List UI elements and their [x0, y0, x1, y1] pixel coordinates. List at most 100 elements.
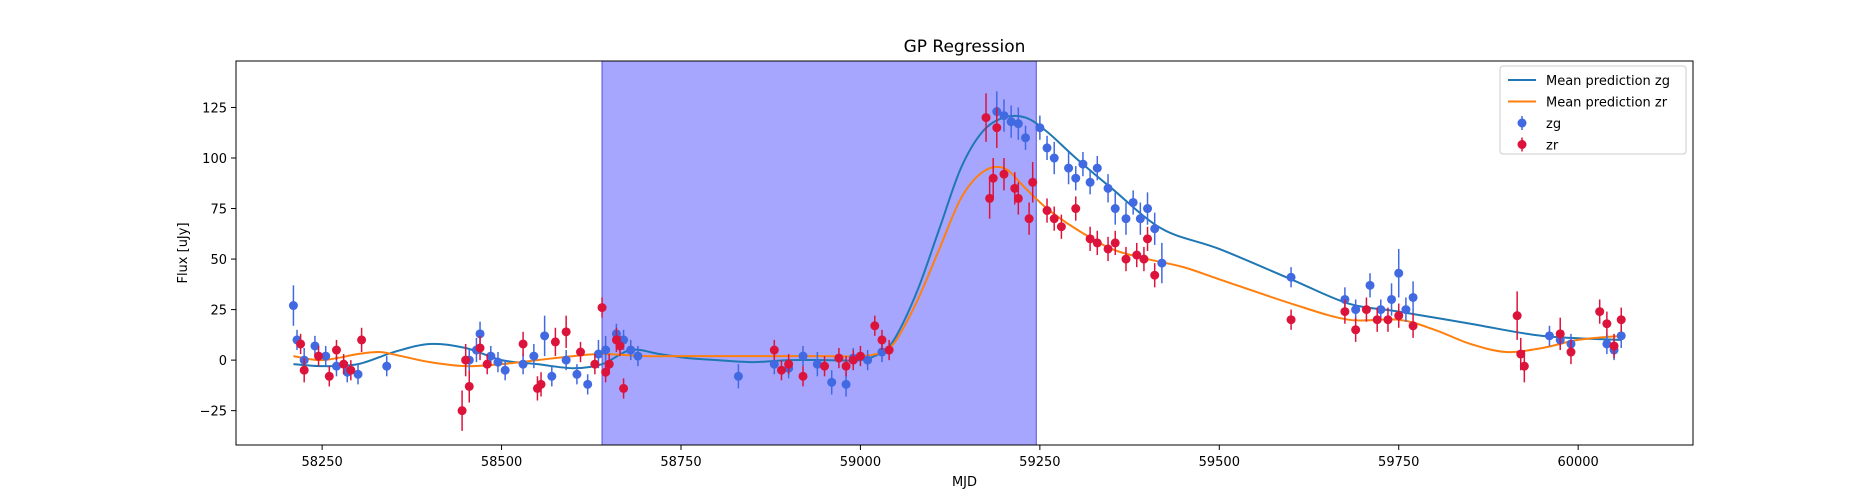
data-point-zr: [877, 335, 887, 345]
data-point-zr: [820, 361, 830, 371]
data-point-zr: [1408, 321, 1418, 331]
data-point-zg: [593, 349, 603, 359]
data-point-zg: [1150, 224, 1160, 234]
y-tick-label: 0: [219, 354, 227, 369]
data-point-zg: [529, 351, 539, 361]
data-point-zr: [870, 321, 880, 331]
data-point-zg: [486, 351, 496, 361]
data-point-zg: [798, 351, 808, 361]
data-point-zg: [540, 331, 550, 341]
data-point-zr: [1286, 315, 1296, 325]
data-point-zg: [601, 345, 611, 355]
data-point-zg: [310, 341, 320, 351]
x-tick-label: 59750: [1378, 455, 1419, 470]
data-point-zg: [1078, 159, 1088, 169]
data-point-zr: [848, 355, 858, 365]
data-point-zr: [1071, 204, 1081, 214]
y-tick-label: 125: [202, 101, 227, 116]
axes: 58250 58500 58750 59000 59250 59500 59750 60000…: [200, 60, 1694, 470]
data-point-zr: [1013, 193, 1023, 203]
x-tick-label: 58250: [301, 455, 342, 470]
data-point-zr: [1103, 244, 1113, 254]
data-point-zr: [601, 367, 611, 377]
legend-box: [1499, 65, 1687, 155]
plot-content: [288, 61, 1626, 445]
data-point-zr: [1139, 254, 1149, 264]
data-point-zg: [1071, 173, 1081, 183]
data-point-zg: [1408, 292, 1418, 302]
data-point-zg: [1143, 204, 1153, 214]
data-point-zr: [798, 371, 808, 381]
data-point-zr: [981, 113, 991, 123]
data-point-zr: [296, 339, 306, 349]
data-point-zg: [493, 357, 503, 367]
y-tick-label: 100: [202, 152, 227, 167]
data-point-zr: [1042, 206, 1052, 216]
data-point-zr: [324, 371, 334, 381]
data-point-zr: [1351, 325, 1361, 335]
data-point-zr: [619, 383, 629, 393]
data-point-zr: [776, 365, 786, 375]
data-point-zg: [1035, 123, 1045, 133]
data-point-zg: [626, 345, 636, 355]
data-point-zr: [1566, 347, 1576, 357]
data-point-zr: [615, 341, 625, 351]
y-tick-label: 75: [210, 203, 227, 218]
data-point-zg: [1042, 143, 1052, 153]
data-point-zr: [1132, 250, 1142, 260]
data-point-zr: [1085, 234, 1095, 244]
data-point-zg: [733, 371, 743, 381]
data-point-zr: [457, 406, 467, 416]
data-point-zg: [827, 377, 837, 387]
data-point-zr: [1595, 307, 1605, 317]
data-point-zr: [784, 359, 794, 369]
data-point-zr: [769, 345, 779, 355]
data-point-zg: [1394, 268, 1404, 278]
data-point-zr: [357, 335, 367, 345]
data-point-zg: [518, 359, 528, 369]
data-point-zg: [1351, 305, 1361, 315]
legend: Mean prediction zg Mean prediction zr zg zr: [1499, 65, 1687, 155]
highlighted-region: [601, 61, 1037, 445]
data-point-zg: [1157, 258, 1167, 268]
data-point-zg: [1365, 280, 1375, 290]
data-point-zg: [288, 301, 298, 311]
data-point-zr: [1361, 305, 1371, 315]
data-point-zg: [812, 359, 822, 369]
data-point-zg: [1064, 163, 1074, 173]
data-point-zg: [1085, 177, 1095, 187]
chart-title: GP Regression: [904, 37, 1026, 57]
data-point-zg: [1092, 163, 1102, 173]
data-point-zr: [314, 351, 324, 361]
data-point-zr: [999, 169, 1009, 179]
data-point-zr: [1516, 349, 1526, 359]
plot-area: [288, 61, 1626, 445]
data-point-zg: [561, 355, 571, 365]
data-point-zr: [1121, 254, 1131, 264]
y-tick-label: 50: [210, 253, 227, 268]
data-point-zg: [1387, 294, 1397, 304]
data-point-zg: [331, 361, 341, 371]
data-point-zr: [576, 347, 586, 357]
x-tick-label: 59250: [1019, 455, 1060, 470]
data-point-zg: [877, 347, 887, 357]
data-point-zr: [550, 337, 560, 347]
legend-label: zg: [1546, 117, 1561, 132]
data-point-zg: [999, 111, 1009, 121]
legend-swatch-marker: [1517, 140, 1527, 149]
x-tick-label: 59000: [840, 455, 881, 470]
data-point-zr: [346, 365, 356, 375]
data-point-zr: [1028, 177, 1038, 187]
data-point-zg: [1602, 339, 1612, 349]
data-point-zr: [1519, 361, 1529, 371]
data-point-zr: [1092, 238, 1102, 248]
x-axis-label: MJD: [952, 475, 977, 490]
data-point-zg: [500, 365, 510, 375]
data-point-zg: [1286, 272, 1296, 282]
data-point-zr: [1512, 311, 1522, 321]
data-point-zr: [855, 351, 865, 361]
x-tick-label: 60000: [1557, 455, 1598, 470]
data-point-zg: [1103, 183, 1113, 193]
data-point-zr: [482, 359, 492, 369]
data-point-zr: [1602, 319, 1612, 329]
